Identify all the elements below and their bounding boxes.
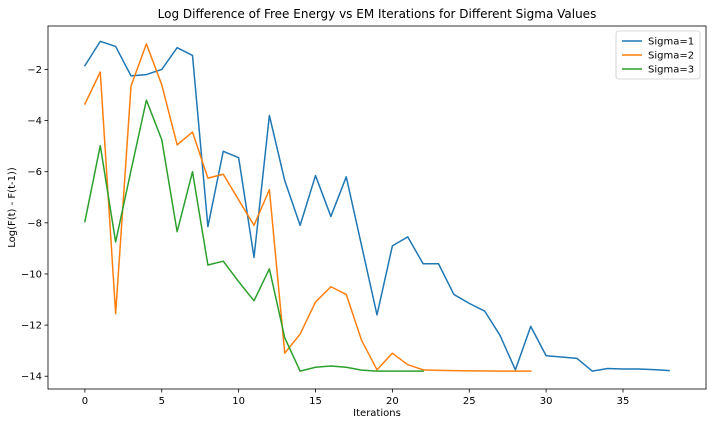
y-tick-label: −2 — [27, 65, 42, 76]
x-tick-label: 35 — [617, 396, 630, 407]
x-tick-label: 0 — [82, 396, 88, 407]
legend-box — [615, 30, 701, 80]
x-tick-label: 15 — [309, 396, 322, 407]
series-line-sigma-2 — [83, 43, 532, 372]
y-axis-ticks: −14 −12 −10 −8 −6 −4 −2 — [21, 65, 48, 383]
x-axis-ticks: 0 5 10 15 20 25 30 35 — [82, 389, 630, 407]
legend: Sigma=1 Sigma=2 Sigma=3 — [615, 30, 701, 80]
chart-title: Log Difference of Free Energy vs EM Iter… — [158, 7, 597, 21]
x-tick-label: 20 — [386, 396, 399, 407]
series-line-sigma-1 — [83, 40, 670, 372]
y-tick-label: −10 — [21, 269, 42, 280]
x-axis-label: Iterations — [353, 408, 401, 419]
x-tick-label: 30 — [540, 396, 553, 407]
x-tick-label: 5 — [159, 396, 165, 407]
y-tick-label: −8 — [27, 218, 42, 229]
legend-label: Sigma=3 — [648, 65, 694, 76]
legend-label: Sigma=2 — [648, 51, 694, 62]
y-axis-label: Log(F(t) - F(t-1)) — [7, 167, 18, 248]
series-line-sigma-3 — [84, 99, 424, 372]
x-tick-label: 25 — [463, 396, 476, 407]
y-tick-label: −12 — [21, 321, 42, 332]
legend-label: Sigma=1 — [648, 37, 694, 48]
plot-area — [48, 26, 706, 389]
y-tick-label: −6 — [27, 167, 42, 178]
y-tick-label: −14 — [21, 372, 42, 383]
x-tick-label: 10 — [232, 396, 245, 407]
y-tick-label: −4 — [27, 116, 42, 127]
plot-frame — [47, 25, 707, 390]
series-layer — [83, 40, 670, 372]
